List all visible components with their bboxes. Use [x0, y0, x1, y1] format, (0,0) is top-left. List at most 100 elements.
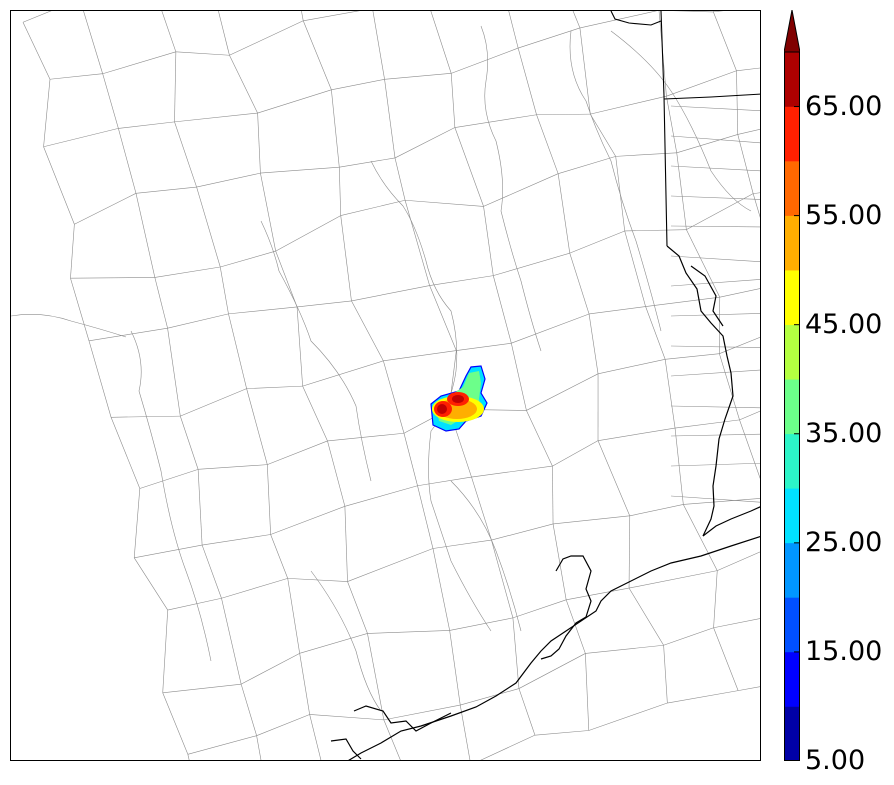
county-line [432, 539, 492, 549]
county-line [383, 360, 405, 434]
county-line [161, 11, 177, 52]
county-line [338, 167, 342, 216]
county-line [228, 306, 298, 315]
county-line [340, 199, 406, 216]
county-line [187, 754, 190, 760]
county-line [670, 433, 760, 437]
county-line [624, 229, 687, 232]
county-line [628, 587, 664, 646]
county-line [670, 135, 760, 144]
county-line [666, 70, 737, 97]
county-line [511, 343, 527, 411]
county-line [339, 157, 396, 168]
county-line [683, 498, 760, 505]
colorbar-extend-arrow [784, 10, 800, 52]
county-line [674, 428, 684, 505]
county-line [454, 114, 537, 128]
county-line [74, 193, 137, 225]
county-line [229, 55, 258, 114]
county-line [676, 152, 687, 230]
county-line [552, 466, 554, 524]
colorbar-segment-10 [784, 651, 800, 707]
county-line [201, 544, 222, 599]
county-line [663, 645, 668, 704]
county-line [629, 504, 684, 517]
coastline [330, 245, 760, 760]
county-line [134, 544, 203, 559]
county-line [670, 105, 760, 111]
county-line [331, 79, 385, 91]
county-line [221, 598, 242, 685]
county-line [645, 296, 720, 307]
county-line [493, 252, 570, 276]
county-line [405, 199, 484, 207]
county-line [154, 277, 168, 329]
county-line [511, 313, 590, 344]
river-county-lines [11, 25, 752, 712]
colorbar-tick-label: 5.00 [805, 745, 866, 776]
county-line [480, 734, 536, 760]
county-line [180, 416, 199, 470]
county-line [512, 617, 520, 689]
county-line [102, 51, 176, 75]
county-line [196, 172, 261, 188]
county-line [615, 152, 677, 157]
county-line [403, 433, 418, 486]
county-line [526, 410, 553, 467]
county-line [492, 275, 512, 344]
county-line [590, 95, 667, 115]
county-line [579, 27, 591, 115]
county-line [585, 653, 590, 731]
county-line [331, 89, 340, 168]
county-line [299, 633, 368, 654]
county-line [536, 114, 559, 174]
county-line [432, 548, 450, 631]
county-line [110, 417, 141, 489]
colorbar [784, 10, 800, 761]
colorbar-tick-label: 55.00 [805, 199, 883, 231]
county-line [675, 419, 740, 429]
county-line [670, 255, 760, 262]
county-line [590, 113, 616, 157]
county-line [383, 704, 461, 721]
county-line [719, 337, 760, 354]
county-line [404, 200, 430, 286]
county-line [588, 313, 599, 374]
county-line [569, 253, 590, 315]
county-line [670, 345, 760, 348]
county-line [351, 300, 384, 361]
county-line [260, 173, 276, 252]
county-line [218, 11, 230, 56]
county-line [133, 557, 168, 611]
county-line [460, 688, 520, 706]
storm-peak-east [452, 395, 464, 403]
county-line [670, 165, 760, 172]
county-line [449, 630, 461, 706]
county-line [297, 300, 352, 308]
colorbar-segment-40 [784, 324, 800, 380]
colorbar-segment-30 [784, 433, 800, 489]
county-line [383, 350, 457, 362]
county-line [471, 476, 492, 541]
colorbar-segment-35 [784, 379, 800, 435]
county-line [451, 47, 519, 74]
map-panel [10, 10, 761, 761]
county-line [267, 440, 328, 465]
colorbar-segment-45 [784, 270, 800, 325]
county-line [512, 599, 567, 619]
county-line [287, 578, 300, 654]
county-line [450, 73, 456, 128]
county-line [302, 20, 332, 90]
county-line [275, 250, 298, 308]
county-line [459, 704, 471, 760]
county-line [111, 415, 181, 418]
county-line [566, 587, 630, 601]
colorbar-segment-60 [784, 106, 800, 162]
colorbar-segment-5 [784, 706, 800, 761]
county-line [174, 112, 258, 123]
county-line [588, 702, 668, 731]
county-line [739, 419, 760, 479]
county-line [667, 690, 739, 704]
county-line [491, 540, 514, 618]
county-line [372, 11, 385, 80]
